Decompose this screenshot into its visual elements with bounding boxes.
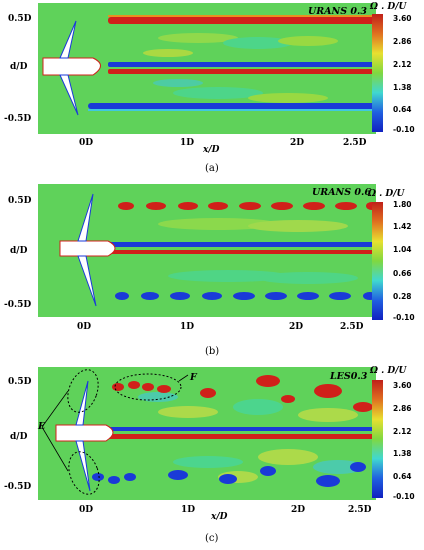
panel-a-y-tick: 0.5D <box>8 14 32 24</box>
panel-a-cb-tick: 3.60 <box>393 14 412 23</box>
panel-b-caption: (b) <box>205 346 220 357</box>
panel-a-y-tick: -0.5D <box>4 114 32 124</box>
panel-c-y-label: d/D <box>10 432 28 442</box>
panel-b-y-tick: -0.5D <box>4 300 32 310</box>
contour-panel-c <box>38 367 376 500</box>
panel-c-x-tick: 0D <box>79 505 94 515</box>
panel-b-x-tick: 0D <box>77 322 92 332</box>
panel-c-colorbar <box>372 380 383 498</box>
panel-c-colorbar-title: Ω . D/U <box>370 366 407 376</box>
panel-a-title: URANS 0.3 <box>308 6 367 17</box>
panel-b-title: URANS 0.6 <box>312 187 371 198</box>
panel-c-y-tick: -0.5D <box>4 482 32 492</box>
panel-b-cb-tick: -0.10 <box>393 313 415 322</box>
annotation-e: E <box>38 421 46 432</box>
vorticity-field-a <box>38 3 376 134</box>
vorticity-field-c <box>38 367 376 500</box>
panel-c-x-tick: 2D <box>291 505 306 515</box>
panel-a-y-label: d/D <box>10 62 28 72</box>
contour-panel-b <box>38 184 376 317</box>
panel-a-colorbar-title: Ω . D/U <box>370 2 407 12</box>
panel-a-caption: (a) <box>205 163 219 174</box>
panel-b-cb-tick: 1.04 <box>393 245 412 254</box>
panel-a-colorbar <box>372 14 383 132</box>
panel-b-y-tick: 0.5D <box>8 196 32 206</box>
panel-a-cb-tick: 0.64 <box>393 105 412 114</box>
panel-a-x-tick: 0D <box>79 138 94 148</box>
panel-a-cb-tick: -0.10 <box>393 125 415 134</box>
panel-b-colorbar <box>372 202 383 320</box>
panel-b-x-tick: 2D <box>289 322 304 332</box>
panel-b-x-tick: 1D <box>180 322 195 332</box>
panel-c-title: LES0.3 <box>330 371 368 382</box>
panel-c-cb-tick: -0.10 <box>393 492 415 501</box>
panel-b-y-label: d/D <box>10 246 28 256</box>
panel-b-x-tick: 2.5D <box>340 322 364 332</box>
panel-a-cb-tick: 2.86 <box>393 37 412 46</box>
panel-c-x-label: x/D <box>211 512 228 522</box>
panel-b-cb-tick: 0.66 <box>393 269 412 278</box>
panel-c-y-tick: 0.5D <box>8 377 32 387</box>
vorticity-field-b <box>38 184 376 317</box>
panel-c-cb-tick: 3.60 <box>393 381 412 390</box>
panel-c-x-tick: 1D <box>181 505 196 515</box>
panel-b-colorbar-title: Ω . D/U <box>368 189 405 199</box>
panel-a-x-tick: 2D <box>290 138 305 148</box>
panel-c-cb-tick: 2.12 <box>393 427 412 436</box>
panel-c-cb-tick: 1.38 <box>393 449 412 458</box>
panel-c-cb-tick: 2.86 <box>393 404 412 413</box>
panel-c-cb-tick: 0.64 <box>393 472 412 481</box>
panel-b-cb-tick: 1.80 <box>393 200 412 209</box>
panel-c-caption: (c) <box>205 533 219 544</box>
panel-a-x-label: x/D <box>203 145 220 155</box>
panel-a-x-tick: 1D <box>180 138 195 148</box>
panel-a-cb-tick: 1.38 <box>393 83 412 92</box>
panel-a-x-tick: 2.5D <box>343 138 367 148</box>
annotation-f: F <box>190 372 197 383</box>
contour-panel-a <box>38 3 376 134</box>
panel-c-x-tick: 2.5D <box>348 505 372 515</box>
panel-b-cb-tick: 0.28 <box>393 292 412 301</box>
panel-a-cb-tick: 2.12 <box>393 60 412 69</box>
panel-b-cb-tick: 1.42 <box>393 222 412 231</box>
